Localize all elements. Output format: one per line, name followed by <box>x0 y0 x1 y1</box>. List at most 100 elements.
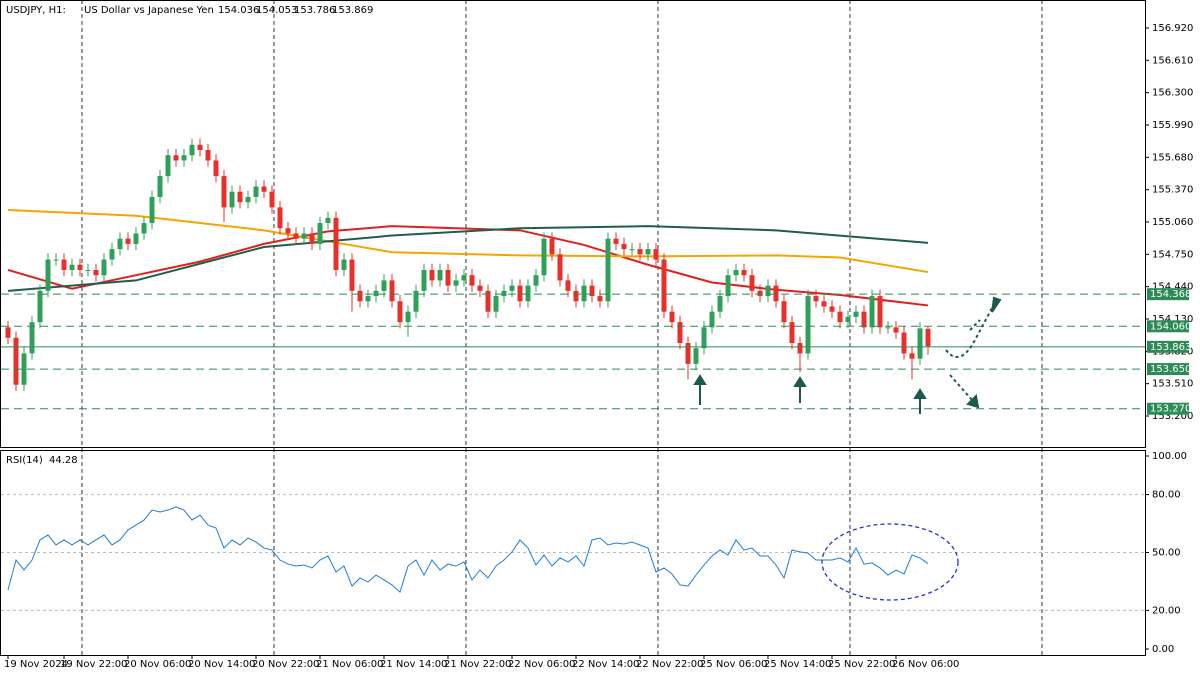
candle-body <box>485 290 491 312</box>
candle-body <box>509 285 515 291</box>
candle-body <box>741 269 747 276</box>
candle-body <box>749 275 755 291</box>
y-tick-label: 20.00 <box>1152 605 1181 616</box>
candle-body <box>437 269 443 281</box>
level-label: 154.368 <box>1150 289 1191 300</box>
candle-body <box>229 191 235 208</box>
candle-body <box>829 306 835 312</box>
candle-body <box>877 296 883 328</box>
y-tick-label: 153.200 <box>1152 411 1193 422</box>
candle-body <box>621 243 627 250</box>
candle-body <box>781 301 787 323</box>
level-label-box <box>1147 320 1189 333</box>
y-tick-label: 50.00 <box>1152 548 1181 559</box>
candle-body <box>885 327 891 329</box>
candle-body <box>349 259 355 291</box>
candle-body <box>613 238 619 244</box>
candle-body <box>493 296 499 312</box>
candle-body <box>725 275 731 297</box>
y-tick-label: 154.750 <box>1152 249 1193 260</box>
candle-body <box>245 196 251 203</box>
candle-body <box>45 259 51 291</box>
candle-body <box>581 285 587 302</box>
annotations <box>693 296 1002 414</box>
arrow-head <box>693 374 707 385</box>
candle-body <box>133 233 139 244</box>
candle-body <box>469 275 475 286</box>
y-tick-label: 80.00 <box>1152 490 1181 501</box>
candle-body <box>85 269 91 271</box>
y-tick-label: 155.370 <box>1152 185 1193 196</box>
candle-body <box>421 269 427 291</box>
chart-title: USDJPY, H1: <box>6 5 66 16</box>
price-panel-frame <box>0 0 1146 448</box>
candle-body <box>861 311 867 328</box>
candle-body <box>77 264 83 270</box>
x-tick-label: 20 Nov 22:00 <box>252 659 319 670</box>
level-label: 153.650 <box>1150 364 1191 375</box>
candle-body <box>365 296 371 302</box>
candle-body <box>693 348 699 364</box>
candle-body <box>541 238 547 276</box>
candle-body <box>261 186 267 192</box>
candle-body <box>709 311 715 328</box>
level-label-box <box>1147 363 1189 376</box>
y-tick-label: 156.920 <box>1152 23 1193 34</box>
y-tick-label: 156.300 <box>1152 88 1193 99</box>
arrow-head <box>966 393 980 409</box>
level-label-box <box>1147 340 1189 353</box>
candle-body <box>765 285 771 297</box>
candle-body <box>5 327 11 338</box>
candle-body <box>645 249 651 255</box>
rsi-line <box>7 506 929 593</box>
candle-body <box>101 259 107 276</box>
candle-body <box>173 155 179 161</box>
candle-body <box>13 337 19 385</box>
candle-body <box>501 290 507 297</box>
candle-body <box>117 238 123 250</box>
candle-body <box>453 280 459 286</box>
y-tick-label: 100.00 <box>1152 451 1187 462</box>
candle-body <box>717 296 723 312</box>
candle-body <box>845 316 851 323</box>
candle-body <box>549 238 555 255</box>
ohlc-high: 154.053 <box>256 5 297 16</box>
candle-body <box>205 150 211 161</box>
candle-body <box>29 322 35 354</box>
x-tick-label: 19 Nov 22:00 <box>60 659 127 670</box>
candle-body <box>597 296 603 302</box>
x-tick-label: 25 Nov 22:00 <box>828 659 895 670</box>
candle-body <box>557 254 563 281</box>
candle-body <box>773 285 779 302</box>
arrow-head <box>913 388 927 399</box>
candle-body <box>445 269 451 286</box>
candle-body <box>629 249 635 251</box>
candle-body <box>805 296 811 354</box>
candle-body <box>677 322 683 343</box>
candle-body <box>797 342 803 354</box>
x-tick-label: 20 Nov 06:00 <box>124 659 191 670</box>
candle-body <box>821 301 827 307</box>
candle-body <box>525 285 531 302</box>
x-tick-label: 25 Nov 14:00 <box>764 659 831 670</box>
y-tick-label: 153.510 <box>1152 379 1193 390</box>
candle-body <box>909 353 915 359</box>
candle-body <box>685 342 691 364</box>
candle-body <box>69 264 75 270</box>
candle-body <box>893 327 899 333</box>
candle-body <box>605 238 611 302</box>
level-label: 153.863 <box>1150 342 1191 353</box>
candle-body <box>637 249 643 255</box>
candle-body <box>301 233 307 239</box>
candle-body <box>669 311 675 323</box>
x-tick-label: 21 Nov 06:00 <box>316 659 383 670</box>
candle-body <box>309 233 315 244</box>
candle-body <box>277 207 283 229</box>
candle-body <box>381 280 387 291</box>
candle-body <box>517 285 523 302</box>
level-label: 154.060 <box>1150 321 1191 332</box>
rsi-highlight <box>821 523 959 601</box>
chart-subtitle: US Dollar vs Japanese Yen <box>84 5 214 16</box>
